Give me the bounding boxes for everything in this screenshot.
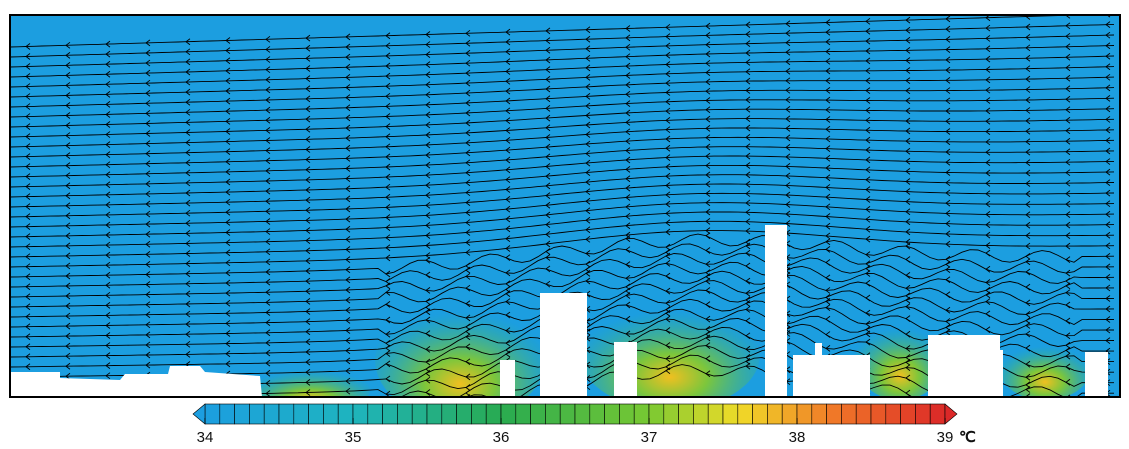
colorbar-cell xyxy=(294,404,309,424)
colorbar-cell xyxy=(427,404,442,424)
colorbar-cell xyxy=(886,404,901,424)
colorbar-cell xyxy=(723,404,738,424)
arrow xyxy=(106,403,110,409)
colorbar-cell xyxy=(812,404,827,424)
colorbar-cell xyxy=(797,404,812,424)
colorbar-cell xyxy=(545,404,560,424)
colorbar-cell xyxy=(930,404,945,424)
colorbar-cell xyxy=(590,404,605,424)
colorbar-end xyxy=(945,404,957,424)
colorbar-tick-label: 35 xyxy=(345,429,362,446)
colorbar-cell xyxy=(442,404,457,424)
arrow xyxy=(186,402,190,408)
arrow xyxy=(26,414,30,420)
colorbar-cell xyxy=(915,404,930,424)
colorbar-cell xyxy=(827,404,842,424)
figure: 34 35 36 37 38 39 ℃ xyxy=(0,0,1129,449)
colorbar-cell xyxy=(220,404,235,424)
colorbar-cell xyxy=(901,404,916,424)
colorbar-cell xyxy=(605,404,620,424)
arrow xyxy=(346,398,350,404)
colorbar-cell xyxy=(738,404,753,424)
colorbar-cell xyxy=(649,404,664,424)
colorbar-cell xyxy=(249,404,264,424)
colorbar-cell xyxy=(516,404,531,424)
colorbar-end xyxy=(193,404,205,424)
colorbar-cell xyxy=(693,404,708,424)
colorbar-cell xyxy=(679,404,694,424)
colorbar-cell xyxy=(767,404,782,424)
colorbar-unit: ℃ xyxy=(959,429,976,446)
colorbar-cell xyxy=(279,404,294,424)
colorbar-cell xyxy=(457,404,472,424)
arrow xyxy=(26,404,30,410)
arrow xyxy=(146,412,150,418)
arrow xyxy=(146,402,150,408)
colorbar-cell xyxy=(841,404,856,424)
colorbar-cell xyxy=(338,404,353,424)
colorbar-cell xyxy=(708,404,723,424)
colorbar-cell xyxy=(501,404,516,424)
colorbar-cell xyxy=(560,404,575,424)
colorbar-cell xyxy=(353,404,368,424)
arrow xyxy=(66,413,70,419)
colorbar-cell xyxy=(871,404,886,424)
colorbar-tick-label: 39 xyxy=(937,429,954,446)
colorbar-cell xyxy=(235,404,250,424)
colorbar-cell xyxy=(397,404,412,424)
colorbar-cell xyxy=(471,404,486,424)
flow-field xyxy=(10,11,1120,420)
colorbar-cell xyxy=(531,404,546,424)
colorbar-cell xyxy=(264,404,279,424)
colorbar-cell xyxy=(486,404,501,424)
colorbar-cell xyxy=(664,404,679,424)
arrow xyxy=(986,403,990,409)
colorbar-cell xyxy=(205,404,220,424)
colorbar-cell xyxy=(575,404,590,424)
colorbar-cell xyxy=(619,404,634,424)
arrow xyxy=(66,403,70,409)
colorbar-cell xyxy=(782,404,797,424)
colorbar-cell xyxy=(383,404,398,424)
colorbar-cell xyxy=(412,404,427,424)
colorbar-cell xyxy=(753,404,768,424)
arrow xyxy=(1066,406,1070,412)
colorbar-cell xyxy=(323,404,338,424)
colorbar: 34 35 36 37 38 39 ℃ xyxy=(193,404,976,446)
arrow xyxy=(106,413,110,419)
arrow xyxy=(1106,401,1110,407)
colorbar-tick-label: 36 xyxy=(493,429,510,446)
colorbar-cell xyxy=(634,404,649,424)
colorbar-cell xyxy=(309,404,324,424)
colorbar-tick-label: 34 xyxy=(197,429,214,446)
colorbar-cell xyxy=(368,404,383,424)
colorbar-tick-label: 38 xyxy=(789,429,806,446)
arrow xyxy=(186,412,190,418)
colorbar-tick-label: 37 xyxy=(641,429,658,446)
colorbar-cell xyxy=(856,404,871,424)
